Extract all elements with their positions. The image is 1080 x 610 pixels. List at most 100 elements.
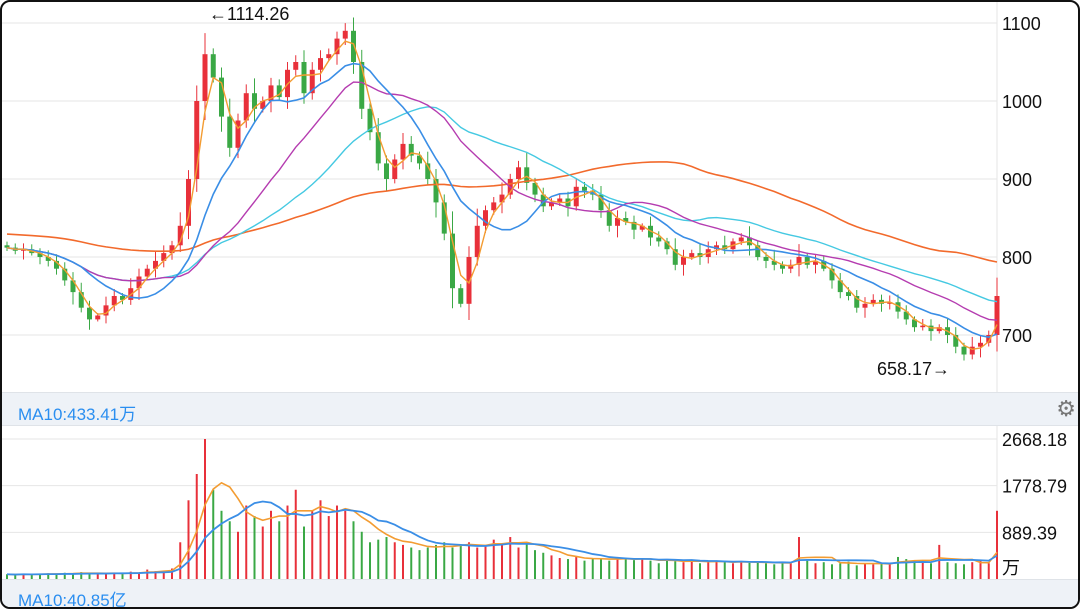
candle-up — [268, 85, 274, 101]
candle-down — [961, 346, 967, 355]
candle-down — [252, 93, 257, 109]
candle-up — [161, 253, 167, 261]
candle-down — [450, 233, 455, 289]
candle-up — [969, 346, 975, 355]
candle-up — [326, 54, 332, 59]
candle-down — [408, 143, 414, 156]
price-tick-label: 900 — [1002, 170, 1032, 190]
candle-down — [384, 163, 389, 179]
candle-down — [606, 210, 612, 226]
candle-up — [194, 101, 200, 179]
candle-up — [103, 305, 109, 316]
candle-up — [169, 245, 175, 254]
candle-down — [631, 221, 637, 230]
candle-down — [854, 296, 860, 308]
gear-icon[interactable]: ⚙ — [1056, 396, 1076, 421]
volume-tick-label: 2668.18 — [1002, 430, 1067, 450]
candle-up — [862, 303, 868, 308]
candle-down — [54, 260, 59, 269]
candle-down — [45, 257, 51, 261]
candle-up — [334, 38, 340, 55]
candle-down — [656, 237, 662, 242]
low-annotation: 658.17→ — [877, 359, 950, 379]
candle-up — [681, 257, 686, 265]
candle-up — [186, 179, 191, 226]
candle-up — [202, 54, 208, 101]
candle-down — [755, 245, 761, 257]
candle-up — [887, 302, 893, 304]
candle-down — [37, 253, 43, 257]
candle-up — [738, 237, 744, 242]
candle-down — [623, 218, 629, 222]
candle-up — [483, 210, 488, 226]
volume-indicator-bar: MA10:433.41万 ⚙ — [2, 392, 1078, 426]
candle-down — [433, 179, 439, 203]
ma20-line — [6, 81, 998, 321]
volume-ma10-line — [6, 500, 998, 576]
candle-up — [309, 69, 315, 94]
candle-down — [276, 85, 282, 98]
candle-up — [136, 276, 142, 289]
candle-down — [582, 186, 587, 191]
candle-down — [895, 302, 901, 312]
candle-down — [78, 292, 84, 308]
candle-down — [70, 280, 76, 293]
volume-unit-label: 万 — [1002, 558, 1020, 578]
ma30-line — [6, 106, 998, 303]
candle-down — [425, 163, 431, 179]
candle-up — [95, 315, 101, 320]
candle-up — [516, 167, 521, 179]
candle-down — [763, 257, 769, 261]
price-tick-label: 800 — [1002, 248, 1032, 268]
candle-down — [837, 280, 843, 293]
candle-up — [986, 335, 992, 343]
candle-up — [549, 202, 554, 207]
price-tick-label: 1100 — [1002, 14, 1041, 34]
candle-down — [912, 319, 917, 328]
candle-up — [466, 257, 472, 304]
candle-down — [953, 335, 959, 347]
candle-down — [771, 260, 777, 265]
candle-down — [367, 108, 373, 133]
ma60-line — [6, 161, 998, 263]
candle-up — [994, 296, 1000, 335]
candle-up — [243, 93, 249, 121]
candle-down — [441, 202, 447, 234]
volume-tick-label: 1778.79 — [1002, 477, 1067, 497]
candle-down — [4, 245, 10, 248]
candle-down — [417, 155, 422, 164]
candle-up — [260, 101, 266, 109]
candle-up — [936, 327, 942, 332]
candle-down — [672, 249, 678, 265]
ma10-line — [6, 62, 998, 339]
candle-down — [598, 194, 604, 211]
candle-down — [780, 264, 785, 269]
candle-up — [557, 198, 563, 203]
candle-up — [153, 260, 158, 269]
candle-down — [375, 132, 381, 164]
volume-tick-label: 889.39 — [1002, 523, 1057, 543]
candle-up — [813, 260, 818, 265]
candle-up — [235, 120, 241, 148]
candle-down — [219, 77, 224, 117]
candle-down — [120, 296, 125, 300]
candle-down — [351, 30, 356, 62]
candle-down — [846, 292, 851, 296]
candle-up — [392, 159, 398, 179]
bottom-indicator-bar: MA10:40.85亿 — [2, 579, 1078, 607]
candle-up — [639, 225, 645, 230]
candle-up — [491, 202, 497, 211]
candle-down — [301, 62, 307, 94]
candle-down — [532, 182, 538, 195]
candle-down — [524, 167, 530, 183]
candle-up — [111, 296, 117, 306]
candle-down — [829, 268, 835, 281]
candle-up — [400, 143, 406, 160]
candle-down — [210, 54, 216, 78]
candle-down — [540, 194, 546, 207]
candle-up — [689, 253, 695, 257]
candle-up — [177, 225, 183, 246]
candle-down — [359, 62, 365, 109]
